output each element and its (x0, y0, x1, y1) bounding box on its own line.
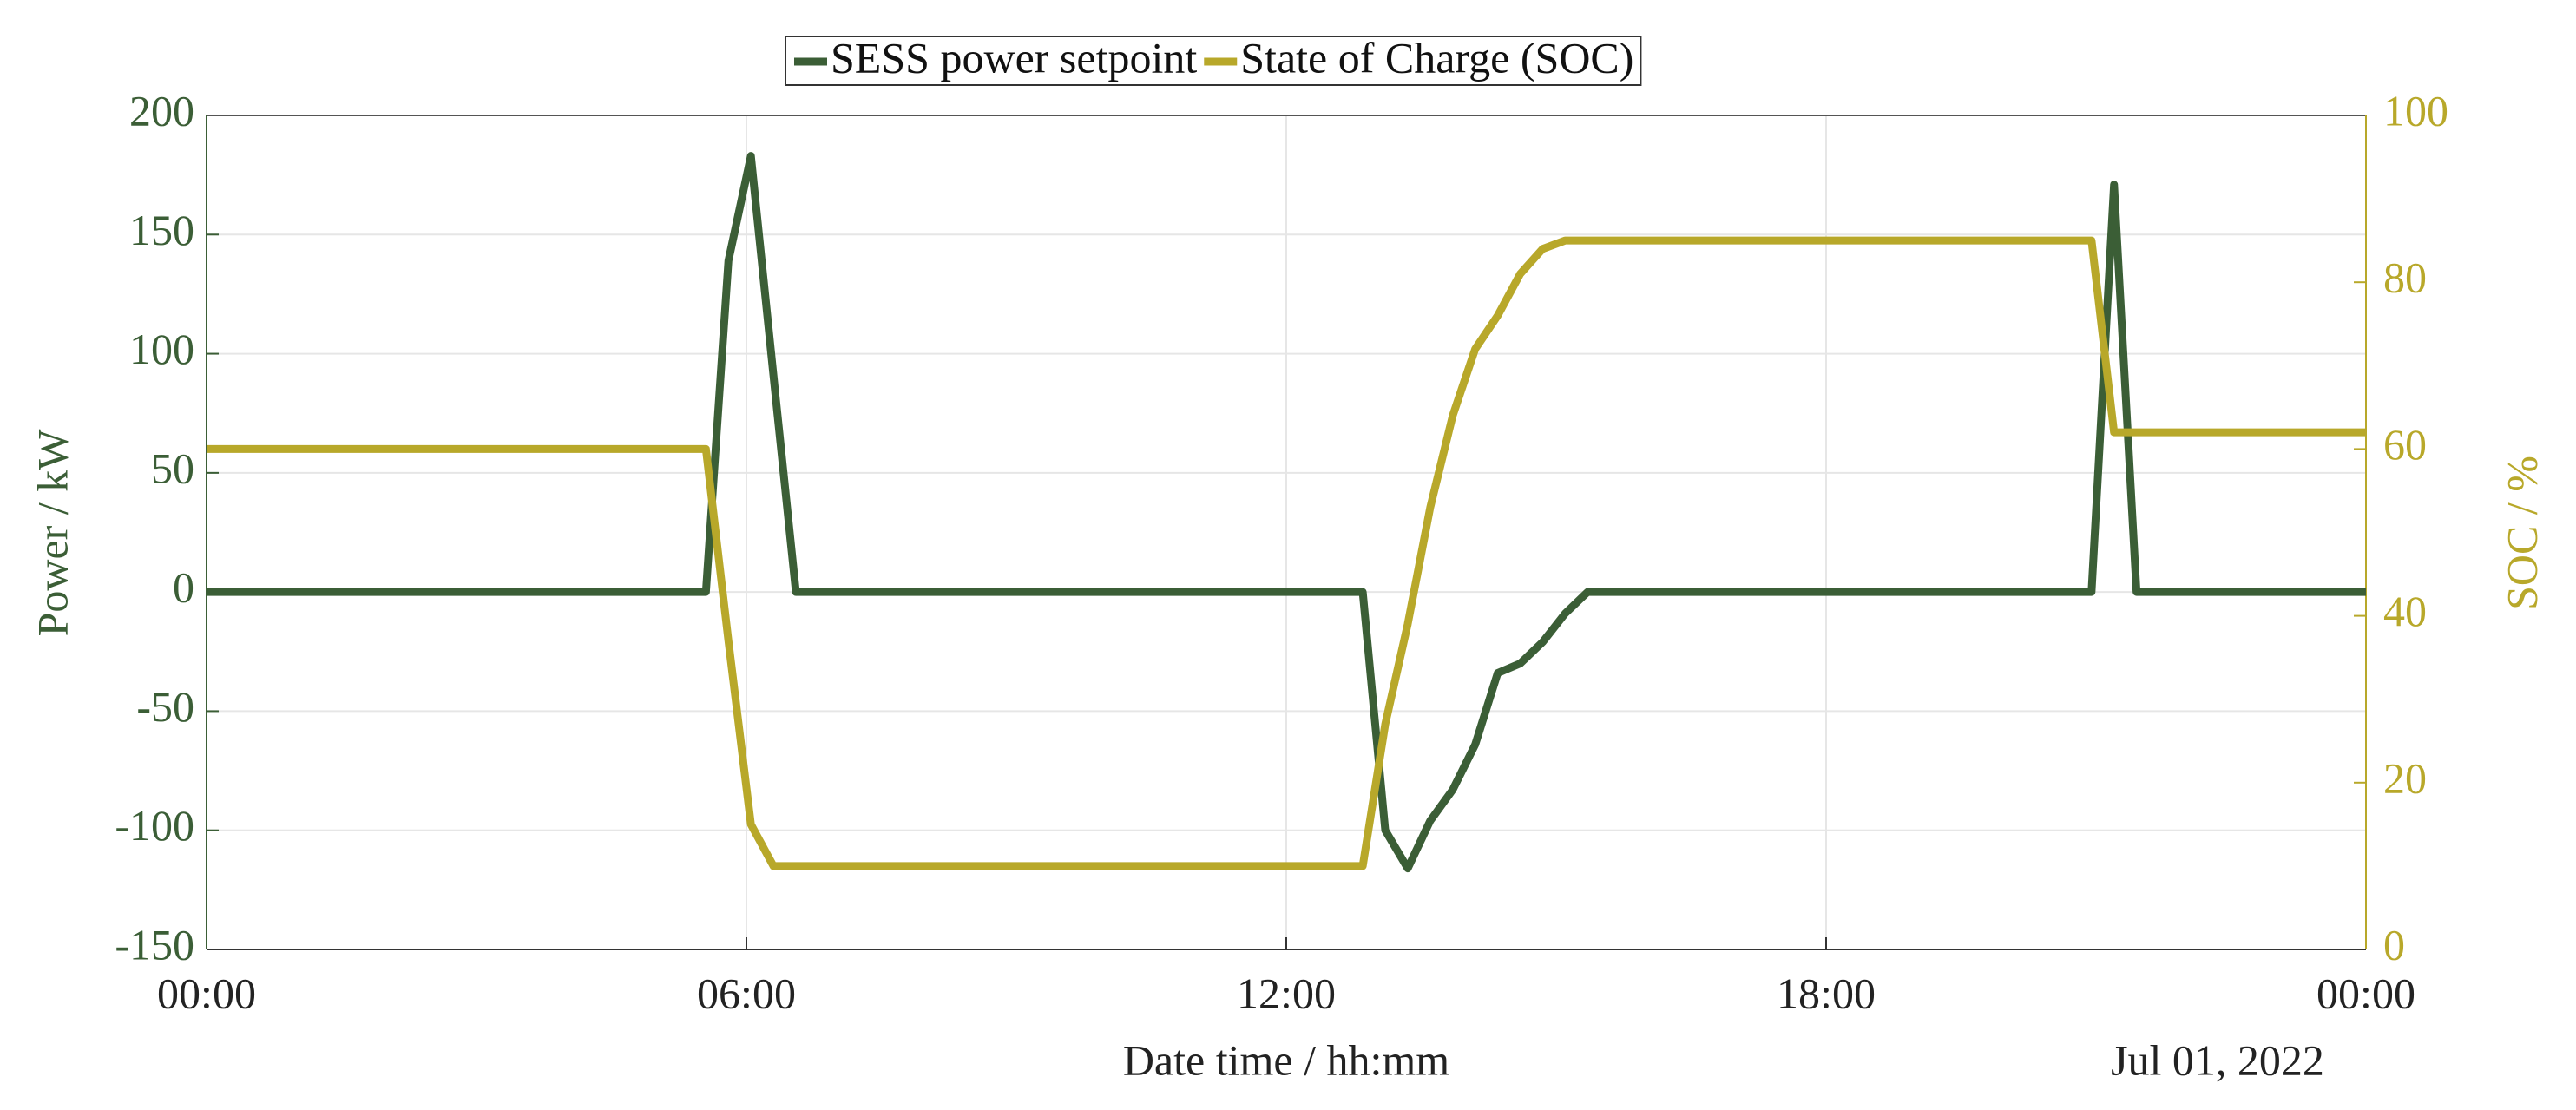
legend-label: State of Charge (SOC) (1240, 33, 1633, 82)
x-tick-label: 00:00 (157, 969, 256, 1017)
x-tick-label: 00:00 (2316, 969, 2415, 1017)
series-line (207, 236, 2366, 870)
y2-tick-label: 100 (2383, 86, 2448, 135)
date-annotation: Jul 01, 2022 (2111, 1035, 2324, 1084)
series-line (207, 152, 2366, 873)
y2-tick-label: 20 (2383, 753, 2427, 802)
y-tick-label: 0 (173, 563, 194, 612)
x-tick-label: 18:00 (1777, 969, 1876, 1017)
x-tick-label: 12:00 (1237, 969, 1336, 1017)
y-tick-label: 100 (129, 325, 194, 373)
y2-axis-label: SOC / % (2497, 456, 2546, 610)
legend-label: SESS power setpoint (831, 33, 1197, 82)
y-tick-label: 50 (151, 443, 194, 492)
x-tick-label: 06:00 (697, 969, 796, 1017)
y-tick-label: -150 (115, 920, 194, 969)
y-axis-label: Power / kW (28, 429, 76, 637)
y2-tick-label: 0 (2383, 920, 2405, 969)
y2-tick-label: 40 (2383, 587, 2427, 635)
x-axis-label: Date time / hh:mm (1123, 1035, 1449, 1084)
y-tick-label: 200 (129, 86, 194, 135)
y2-tick-label: 80 (2383, 253, 2427, 302)
y-tick-label: -50 (136, 682, 194, 731)
y-tick-label: -100 (115, 801, 194, 850)
y-tick-label: 150 (129, 206, 194, 254)
y2-tick-label: 60 (2383, 420, 2427, 469)
legend (785, 36, 1642, 86)
